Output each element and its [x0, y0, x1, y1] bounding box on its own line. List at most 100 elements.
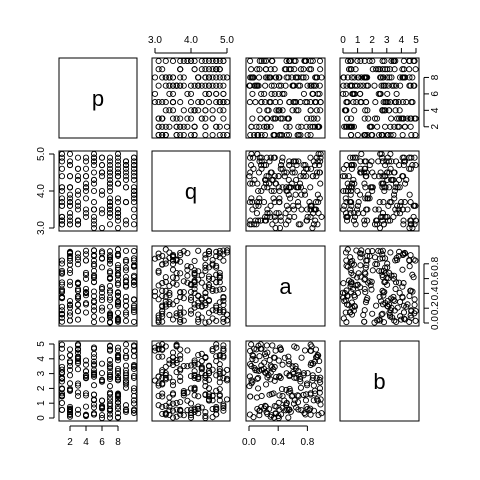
point	[106, 162, 114, 169]
point	[283, 202, 290, 209]
point	[276, 82, 283, 89]
panel-q-q: q	[151, 150, 231, 232]
point	[387, 249, 394, 256]
point	[352, 221, 359, 228]
point	[297, 131, 304, 139]
point	[66, 191, 74, 198]
point	[90, 176, 98, 183]
point	[266, 357, 273, 364]
point	[277, 213, 284, 220]
point	[279, 165, 286, 172]
point	[385, 202, 392, 209]
point	[263, 173, 270, 180]
point	[114, 315, 122, 322]
point	[74, 154, 82, 161]
point	[195, 247, 202, 254]
point	[173, 131, 180, 139]
point	[180, 107, 187, 114]
point	[382, 162, 389, 169]
panel-q-b	[339, 150, 420, 232]
point	[106, 184, 114, 191]
point	[270, 195, 277, 202]
point	[82, 206, 90, 213]
point	[262, 402, 269, 409]
point	[340, 280, 347, 287]
point	[387, 217, 394, 224]
point	[177, 123, 184, 130]
point	[202, 82, 209, 89]
point	[159, 403, 166, 410]
point	[58, 385, 66, 392]
panel-frame	[58, 57, 138, 139]
point	[318, 213, 325, 220]
point	[209, 392, 216, 399]
point	[393, 318, 400, 325]
point	[308, 115, 315, 122]
point	[262, 82, 269, 89]
variable-label-a: a	[279, 274, 292, 299]
point	[98, 316, 106, 323]
point	[114, 374, 122, 381]
point	[246, 82, 253, 89]
point	[82, 195, 90, 202]
point	[357, 82, 364, 89]
point	[191, 405, 198, 412]
point	[74, 187, 82, 195]
point	[390, 293, 397, 300]
point	[384, 297, 391, 304]
point	[360, 82, 367, 89]
point	[187, 99, 195, 106]
point	[114, 405, 122, 413]
point	[180, 317, 187, 324]
point	[294, 199, 302, 206]
point	[205, 376, 213, 383]
point	[191, 131, 198, 139]
point	[58, 314, 66, 321]
point	[253, 210, 260, 217]
point	[106, 282, 114, 289]
point	[162, 246, 169, 253]
point	[347, 210, 354, 217]
point	[106, 260, 114, 267]
point	[388, 74, 395, 81]
point	[82, 375, 90, 382]
point	[263, 381, 270, 388]
point	[279, 107, 286, 114]
point	[220, 315, 227, 322]
point	[98, 285, 106, 293]
point	[344, 263, 351, 270]
point	[202, 293, 209, 300]
point	[350, 176, 357, 183]
point	[114, 403, 122, 410]
point	[399, 74, 406, 81]
point	[114, 213, 122, 220]
point	[191, 301, 198, 308]
point	[191, 285, 198, 293]
point	[341, 123, 348, 130]
point	[98, 377, 106, 384]
point	[151, 255, 159, 262]
point	[271, 173, 278, 180]
point	[250, 165, 257, 172]
point	[122, 311, 130, 318]
point	[122, 173, 130, 180]
point	[74, 358, 82, 365]
point	[283, 131, 290, 139]
point	[195, 375, 202, 382]
point	[362, 289, 369, 296]
point	[114, 352, 122, 360]
point	[412, 317, 419, 324]
point	[264, 206, 271, 213]
point	[98, 397, 106, 404]
point	[382, 99, 389, 106]
point	[380, 319, 388, 326]
point	[248, 362, 255, 370]
point	[202, 319, 209, 326]
point	[411, 57, 418, 65]
panel-b-p	[58, 340, 138, 422]
point	[285, 131, 293, 139]
point	[209, 74, 216, 81]
point	[347, 82, 354, 89]
point	[169, 274, 177, 281]
point	[342, 107, 349, 114]
